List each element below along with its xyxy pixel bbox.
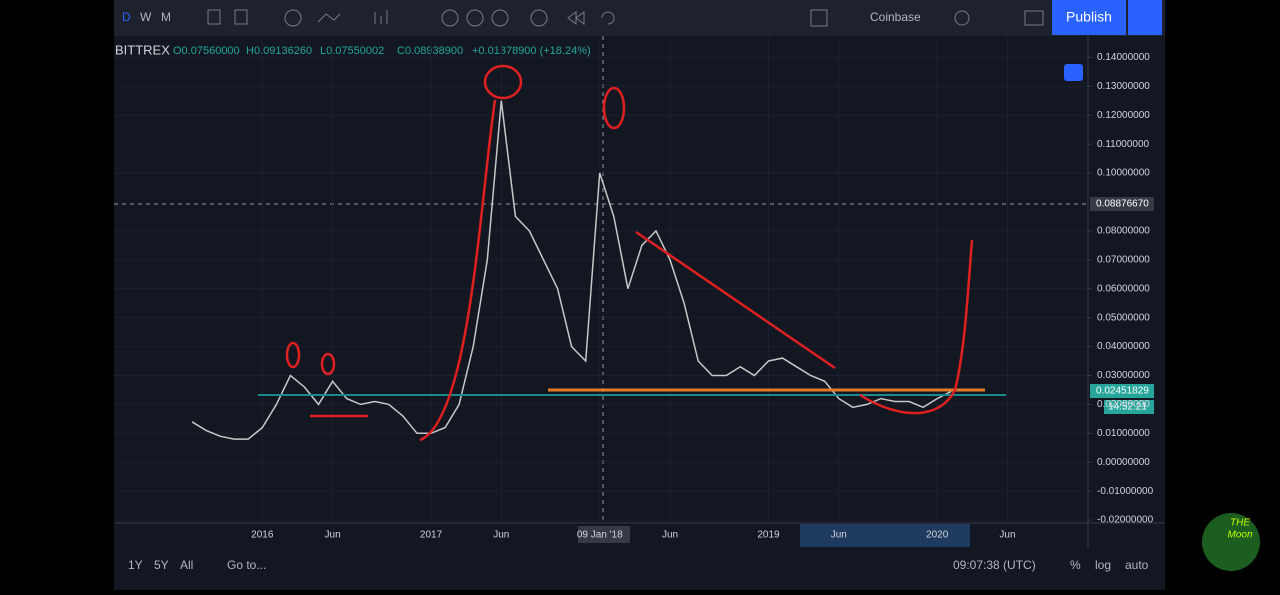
change: +0.01378900 (+18.24%)	[472, 45, 591, 57]
price-line	[191, 100, 952, 440]
last-price-box	[1090, 384, 1154, 398]
y-tick-label: -0.01000000	[1097, 486, 1154, 497]
goto[interactable]: Go to...	[227, 558, 266, 572]
y-tick-label: 0.14000000	[1097, 52, 1150, 63]
crosshair-date-box	[578, 526, 630, 543]
option[interactable]: log	[1095, 558, 1111, 572]
option[interactable]: auto	[1125, 558, 1149, 572]
ohlc: L0.07550002	[320, 45, 384, 57]
toolbar	[114, 0, 1165, 36]
y-tick-label: 0.06000000	[1097, 283, 1150, 294]
countdown: 14:52:21	[1108, 402, 1147, 413]
last-price: 0.02451829	[1096, 386, 1149, 397]
symbol: BITTREX	[115, 42, 170, 57]
publish-label[interactable]: Publish	[1066, 9, 1112, 25]
crosshair-price: 0.08876670	[1096, 199, 1149, 210]
bottom-bar	[114, 550, 1165, 582]
hand-annotations	[285, 64, 974, 442]
x-tick-label: 2019	[757, 530, 780, 541]
y-tick-label: -0.02000000	[1097, 515, 1154, 526]
interval[interactable]: W	[140, 10, 152, 24]
range[interactable]: 1Y	[128, 558, 143, 572]
range-highlight	[800, 524, 970, 547]
y-tick-label: 0.00000000	[1097, 457, 1150, 468]
y-tick-label: 0.13000000	[1097, 81, 1150, 92]
crosshair-price-box	[1090, 197, 1154, 211]
range[interactable]: All	[180, 558, 193, 572]
interval[interactable]: D	[122, 10, 131, 24]
auto-scale-button[interactable]	[1064, 64, 1083, 81]
logo-text: Moon	[1227, 530, 1252, 541]
y-tick-label: 0.04000000	[1097, 341, 1150, 352]
y-tick-label: 0.03000000	[1097, 370, 1150, 381]
ohlc: H0.09136260	[246, 45, 312, 57]
toolbar-icons	[207, 9, 1044, 27]
x-tick-label: Jun	[662, 530, 678, 541]
x-tick-label: Jun	[325, 530, 341, 541]
y-tick-label: 0.01000000	[1097, 428, 1150, 439]
y-tick-label: 0.10000000	[1097, 168, 1150, 179]
y-tick-label: 0.02000000	[1097, 399, 1150, 410]
y-tick-label: 0.12000000	[1097, 110, 1150, 121]
clock: 09:07:38 (UTC)	[953, 558, 1036, 572]
replay-button[interactable]	[1128, 0, 1162, 35]
x-tick-label: Jun	[831, 530, 847, 541]
y-tick-label: 0.08000000	[1097, 226, 1150, 237]
logo-text: THE	[1230, 518, 1250, 529]
x-tick-label: 2020	[926, 530, 949, 541]
range[interactable]: 5Y	[154, 558, 169, 572]
x-tick-label: 09 Jan '18	[577, 530, 623, 541]
interval[interactable]: M	[161, 10, 171, 24]
countdown-box	[1104, 400, 1154, 414]
y-tick-label: 0.11000000	[1097, 139, 1150, 150]
logo	[1202, 513, 1260, 571]
publish-button[interactable]	[1052, 0, 1126, 35]
x-tick-label: Jun	[999, 530, 1015, 541]
x-tick-label: 2016	[251, 530, 274, 541]
y-tick-label: 0.07000000	[1097, 254, 1150, 265]
exchange[interactable]: Coinbase	[870, 10, 921, 24]
ohlc: C0.08938900	[397, 45, 463, 57]
ohlc: O0.07560000	[173, 45, 240, 57]
x-tick-label: 2017	[420, 530, 443, 541]
y-tick-label: 0.05000000	[1097, 312, 1150, 323]
x-tick-label: Jun	[493, 530, 509, 541]
option[interactable]: %	[1070, 558, 1081, 572]
